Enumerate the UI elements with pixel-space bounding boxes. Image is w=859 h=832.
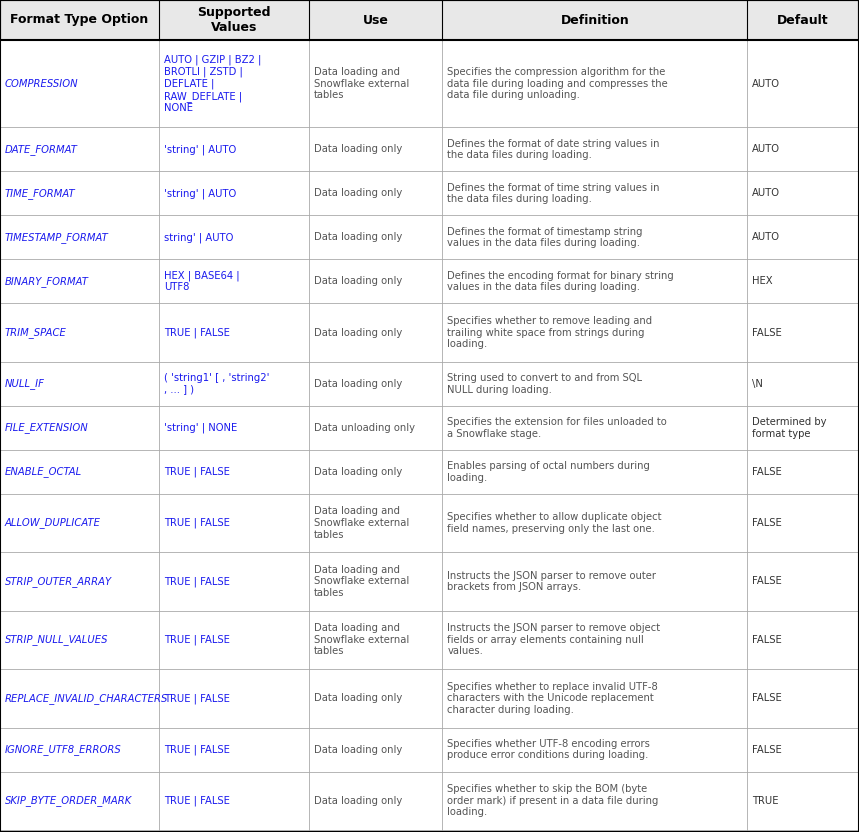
Text: SKIP_BYTE_ORDER_MARK: SKIP_BYTE_ORDER_MARK xyxy=(5,795,132,806)
Text: HEX | BASE64 |
UTF8: HEX | BASE64 | UTF8 xyxy=(164,270,240,292)
Text: AUTO: AUTO xyxy=(752,232,780,242)
Text: AUTO: AUTO xyxy=(752,188,780,198)
Text: FALSE: FALSE xyxy=(752,467,782,477)
Text: Defines the format of timestamp string
values in the data files during loading.: Defines the format of timestamp string v… xyxy=(448,226,643,248)
Text: FILE_EXTENSION: FILE_EXTENSION xyxy=(5,423,88,433)
Text: Specifies the compression algorithm for the
data file during loading and compres: Specifies the compression algorithm for … xyxy=(448,67,668,101)
Text: Defines the encoding format for binary string
values in the data files during lo: Defines the encoding format for binary s… xyxy=(448,270,674,292)
Bar xyxy=(0,552,859,611)
Text: STRIP_OUTER_ARRAY: STRIP_OUTER_ARRAY xyxy=(5,576,113,587)
Text: Data loading only: Data loading only xyxy=(314,693,403,703)
Text: DATE_FORMAT: DATE_FORMAT xyxy=(5,144,78,155)
Text: Data loading and
Snowflake external
tables: Data loading and Snowflake external tabl… xyxy=(314,507,410,540)
Text: TRUE | FALSE: TRUE | FALSE xyxy=(164,327,230,338)
Text: TRUE | FALSE: TRUE | FALSE xyxy=(164,577,230,587)
Bar xyxy=(0,0,859,40)
Text: Data loading only: Data loading only xyxy=(314,379,403,389)
Text: Enables parsing of octal numbers during
loading.: Enables parsing of octal numbers during … xyxy=(448,461,650,483)
Text: String used to convert to and from SQL
NULL during loading.: String used to convert to and from SQL N… xyxy=(448,373,643,394)
Text: TRUE | FALSE: TRUE | FALSE xyxy=(164,467,230,477)
Text: AUTO | GZIP | BZ2 |
BROTLI | ZSTD |
DEFLATE |
RAW_DEFLATE |
NONE: AUTO | GZIP | BZ2 | BROTLI | ZSTD | DEFL… xyxy=(164,54,261,113)
Text: Data loading only: Data loading only xyxy=(314,467,403,477)
Text: FALSE: FALSE xyxy=(752,518,782,528)
Text: TRUE | FALSE: TRUE | FALSE xyxy=(164,635,230,645)
Text: BINARY_FORMAT: BINARY_FORMAT xyxy=(5,276,88,287)
Text: 'string' | AUTO: 'string' | AUTO xyxy=(164,188,236,199)
Text: Determined by
format type: Determined by format type xyxy=(752,417,827,438)
Bar xyxy=(0,406,859,450)
Text: Default: Default xyxy=(777,13,829,27)
Text: FALSE: FALSE xyxy=(752,577,782,587)
Text: TIME_FORMAT: TIME_FORMAT xyxy=(5,188,76,199)
Bar xyxy=(0,127,859,171)
Text: Data loading only: Data loading only xyxy=(314,145,403,155)
Bar xyxy=(0,450,859,493)
Text: COMPRESSION: COMPRESSION xyxy=(5,79,79,89)
Text: Specifies whether UTF-8 encoding errors
produce error conditions during loading.: Specifies whether UTF-8 encoding errors … xyxy=(448,739,650,760)
Text: TRIM_SPACE: TRIM_SPACE xyxy=(5,327,67,338)
Text: \N: \N xyxy=(752,379,763,389)
Bar xyxy=(0,771,859,830)
Text: 'string' | AUTO: 'string' | AUTO xyxy=(164,144,236,155)
Text: STRIP_NULL_VALUES: STRIP_NULL_VALUES xyxy=(5,635,108,646)
Bar xyxy=(0,611,859,669)
Text: TIMESTAMP_FORMAT: TIMESTAMP_FORMAT xyxy=(5,232,109,243)
Text: Data loading only: Data loading only xyxy=(314,276,403,286)
Text: Defines the format of date string values in
the data files during loading.: Defines the format of date string values… xyxy=(448,139,660,161)
Text: TRUE | FALSE: TRUE | FALSE xyxy=(164,693,230,704)
Bar xyxy=(0,304,859,362)
Text: Data loading and
Snowflake external
tables: Data loading and Snowflake external tabl… xyxy=(314,623,410,656)
Text: TRUE | FALSE: TRUE | FALSE xyxy=(164,518,230,528)
Bar xyxy=(0,260,859,304)
Text: Specifies whether to replace invalid UTF-8
characters with the Unicode replaceme: Specifies whether to replace invalid UTF… xyxy=(448,681,658,715)
Text: TRUE: TRUE xyxy=(752,795,779,805)
Text: ( 'string1' [ , 'string2'
, ... ] ): ( 'string1' [ , 'string2' , ... ] ) xyxy=(164,373,270,394)
Bar xyxy=(0,215,859,260)
Bar xyxy=(0,493,859,552)
Text: Supported
Values: Supported Values xyxy=(198,6,271,34)
Text: IGNORE_UTF8_ERRORS: IGNORE_UTF8_ERRORS xyxy=(5,744,122,755)
Text: ENABLE_OCTAL: ENABLE_OCTAL xyxy=(5,466,82,478)
Text: Instructs the JSON parser to remove outer
brackets from JSON arrays.: Instructs the JSON parser to remove oute… xyxy=(448,571,656,592)
Text: Specifies whether to skip the BOM (byte
order mark) if present in a data file du: Specifies whether to skip the BOM (byte … xyxy=(448,785,659,817)
Text: Definition: Definition xyxy=(560,13,630,27)
Text: Format Type Option: Format Type Option xyxy=(10,13,149,27)
Text: Specifies whether to allow duplicate object
field names, preserving only the las: Specifies whether to allow duplicate obj… xyxy=(448,513,662,534)
Text: TRUE | FALSE: TRUE | FALSE xyxy=(164,795,230,806)
Bar xyxy=(0,362,859,406)
Text: 'string' | NONE: 'string' | NONE xyxy=(164,423,237,433)
Text: string' | AUTO: string' | AUTO xyxy=(164,232,234,243)
Text: Data loading only: Data loading only xyxy=(314,232,403,242)
Text: Instructs the JSON parser to remove object
fields or array elements containing n: Instructs the JSON parser to remove obje… xyxy=(448,623,661,656)
Text: TRUE | FALSE: TRUE | FALSE xyxy=(164,745,230,755)
Text: Use: Use xyxy=(362,13,389,27)
Text: Data loading only: Data loading only xyxy=(314,188,403,198)
Text: Specifies the extension for files unloaded to
a Snowflake stage.: Specifies the extension for files unload… xyxy=(448,417,667,438)
Text: FALSE: FALSE xyxy=(752,745,782,755)
Bar xyxy=(0,727,859,771)
Text: Specifies whether to remove leading and
trailing white space from strings during: Specifies whether to remove leading and … xyxy=(448,316,653,349)
Text: ALLOW_DUPLICATE: ALLOW_DUPLICATE xyxy=(5,518,101,528)
Bar xyxy=(0,669,859,727)
Text: HEX: HEX xyxy=(752,276,773,286)
Text: REPLACE_INVALID_CHARACTERS: REPLACE_INVALID_CHARACTERS xyxy=(5,693,168,704)
Text: NULL_IF: NULL_IF xyxy=(5,379,45,389)
Bar xyxy=(0,171,859,215)
Text: AUTO: AUTO xyxy=(752,145,780,155)
Text: Data loading only: Data loading only xyxy=(314,745,403,755)
Text: FALSE: FALSE xyxy=(752,635,782,645)
Text: Data unloading only: Data unloading only xyxy=(314,423,415,433)
Text: Data loading only: Data loading only xyxy=(314,328,403,338)
Text: AUTO: AUTO xyxy=(752,79,780,89)
Text: Data loading only: Data loading only xyxy=(314,795,403,805)
Text: Data loading and
Snowflake external
tables: Data loading and Snowflake external tabl… xyxy=(314,565,410,598)
Text: Defines the format of time string values in
the data files during loading.: Defines the format of time string values… xyxy=(448,182,660,204)
Text: FALSE: FALSE xyxy=(752,693,782,703)
Text: Data loading and
Snowflake external
tables: Data loading and Snowflake external tabl… xyxy=(314,67,410,101)
Text: FALSE: FALSE xyxy=(752,328,782,338)
Bar xyxy=(0,40,859,127)
